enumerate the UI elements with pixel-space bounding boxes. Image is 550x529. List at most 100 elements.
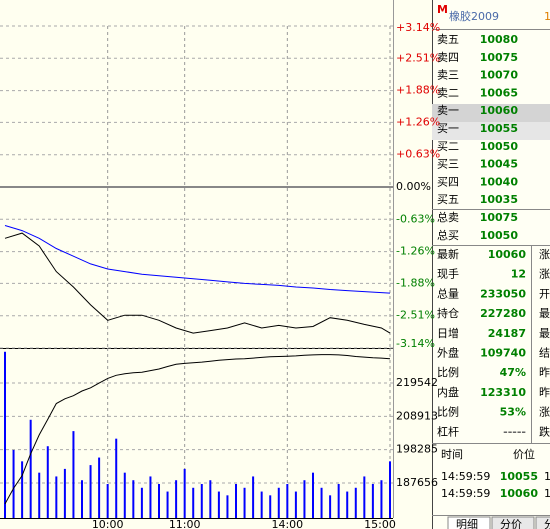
volume-bar xyxy=(98,457,101,518)
depth-price: 10055 xyxy=(480,122,518,135)
volume-bar xyxy=(209,480,212,518)
volume-bar xyxy=(12,450,15,518)
y-tick-label: -0.63% xyxy=(396,212,435,225)
bid1-highlight xyxy=(432,122,550,140)
stat-label: 比例 xyxy=(437,365,459,379)
quote-panel xyxy=(432,0,550,529)
series-line xyxy=(4,225,391,294)
volume-bar xyxy=(192,487,195,518)
volume-bar xyxy=(294,491,297,518)
depth-price: 10050 xyxy=(480,140,519,153)
volume-bar xyxy=(269,495,272,518)
stat-value: 47% xyxy=(500,366,526,379)
y-tick-label: 208913 xyxy=(396,409,438,422)
volume-bar xyxy=(243,487,246,518)
volume-bar xyxy=(63,468,66,518)
volume-bar xyxy=(29,419,32,518)
volume-bar xyxy=(81,480,83,518)
volume-bar xyxy=(166,491,169,518)
depth-label: 买二 xyxy=(437,140,459,153)
stat-label: 总量 xyxy=(437,286,459,300)
depth-price: 10045 xyxy=(480,158,518,171)
stat-cut-label: 涨 xyxy=(539,248,550,261)
stat-value: 233050 xyxy=(480,287,526,300)
ticks-header: 时间 xyxy=(441,448,463,461)
x-tick-label: 11:00 xyxy=(169,518,201,529)
volume-bar xyxy=(89,465,92,518)
volume-bar xyxy=(346,491,349,518)
volume-bar xyxy=(286,484,289,518)
volume-bar xyxy=(72,431,75,518)
stat-label: 外盘 xyxy=(437,346,459,360)
tab[interactable] xyxy=(491,516,535,529)
stat-value: 123310 xyxy=(480,386,526,399)
title-cut: 1 xyxy=(544,10,550,23)
tick-vol: 1 xyxy=(544,470,550,483)
stat-label: 杠杆 xyxy=(437,424,459,438)
tab[interactable] xyxy=(447,516,491,529)
stat-label: 日增 xyxy=(437,326,459,340)
depth-price: 10075 xyxy=(480,51,518,64)
tab-label[interactable]: 分 xyxy=(544,518,550,529)
stat-cut-label: 昨 xyxy=(539,366,550,379)
volume-bar xyxy=(175,480,178,518)
volume-bar xyxy=(371,484,374,518)
volume-bar xyxy=(217,491,220,518)
tick-time: 14:59:59 xyxy=(441,487,490,500)
stat-cut-label: 开 xyxy=(539,287,550,300)
stat-value: 12 xyxy=(511,268,526,281)
volume-bar xyxy=(149,476,152,518)
volume-bar xyxy=(140,487,143,518)
depth-label: 卖四 xyxy=(437,51,459,64)
volume-bar xyxy=(389,461,391,518)
volume-bar xyxy=(363,476,366,518)
stat-value: 109740 xyxy=(480,347,526,360)
volume-bar xyxy=(183,468,186,518)
x-tick-label: 14:00 xyxy=(271,518,303,529)
volume-bar xyxy=(132,480,135,518)
depth-label: 买一 xyxy=(437,122,459,135)
stat-label: 持仓 xyxy=(437,306,459,320)
tab-label[interactable]: 明细 xyxy=(456,518,478,529)
depth-price: 10065 xyxy=(480,86,518,99)
depth-price: 10080 xyxy=(480,33,519,46)
depth-price: 10035 xyxy=(480,193,518,206)
stat-cut-label: 跌 xyxy=(539,424,550,438)
volume-bar xyxy=(277,487,280,518)
contract-title: 橡胶2009 xyxy=(449,9,499,23)
volume-bar xyxy=(235,484,237,518)
volume-bar xyxy=(106,484,109,518)
y-tick-label: 198285 xyxy=(396,443,438,456)
series-line xyxy=(4,354,391,505)
volume-bar xyxy=(337,484,340,518)
volume-bar xyxy=(226,495,229,518)
x-tick-label: 10:00 xyxy=(92,518,124,529)
y-tick-label: -3.14% xyxy=(396,337,435,350)
volume-bar xyxy=(21,461,24,518)
volume-bar xyxy=(303,480,306,518)
stat-cut-label: 最 xyxy=(539,307,550,320)
stat-label: 内盘 xyxy=(437,385,459,399)
total-label: 总买 xyxy=(437,228,459,242)
depth-label: 买四 xyxy=(437,175,459,188)
y-tick-label: 0.00% xyxy=(396,180,431,193)
tab-label[interactable]: 分价 xyxy=(500,518,522,529)
depth-label: 买三 xyxy=(437,158,459,171)
stat-cut-label: 涨 xyxy=(539,268,550,281)
stat-cut-label: 最 xyxy=(539,327,550,340)
volume-bar xyxy=(158,484,160,518)
depth-price: 10060 xyxy=(480,104,519,117)
y-tick-label: -1.26% xyxy=(396,245,435,258)
depth-label: 卖三 xyxy=(437,69,459,82)
stat-label: 现手 xyxy=(437,267,459,281)
y-tick-label: +1.26% xyxy=(396,115,440,128)
volume-bar xyxy=(320,487,323,518)
depth-price: 10070 xyxy=(480,69,519,82)
series-line xyxy=(4,232,391,334)
y-tick-label: +1.88% xyxy=(396,84,440,97)
volume-bar xyxy=(329,495,332,518)
y-tick-label: -1.88% xyxy=(396,276,435,289)
depth-label: 卖二 xyxy=(437,86,459,99)
tab[interactable] xyxy=(535,516,550,529)
